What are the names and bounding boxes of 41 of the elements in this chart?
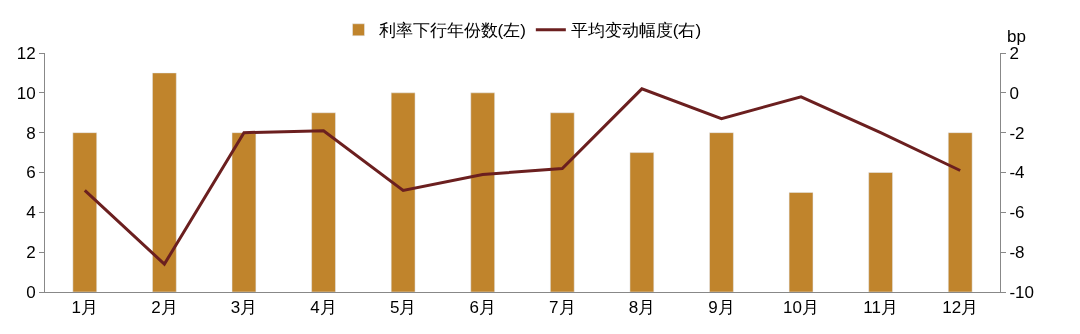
- y-tick-label: 12: [16, 43, 36, 63]
- bar: [629, 152, 655, 292]
- x-tick-label: 3月: [230, 298, 258, 318]
- bar: [311, 112, 336, 292]
- y-tick-label: 10: [16, 83, 36, 103]
- x-tick-label: 10月: [783, 298, 819, 318]
- bar: [709, 132, 734, 292]
- x-tick-label: 8月: [628, 298, 656, 318]
- legend-label: 平均变动幅度(右): [570, 21, 702, 41]
- y2-tick-label: -2: [1009, 123, 1025, 143]
- y-tick-label: 8: [26, 123, 36, 143]
- legend-label: 利率下行年份数(左): [378, 21, 526, 41]
- x-tick-label: 6月: [469, 298, 496, 318]
- y2-tick-label: -10: [1009, 282, 1034, 302]
- y-tick-label: 6: [26, 163, 36, 183]
- y2-tick-label: -4: [1009, 163, 1025, 183]
- y2-tick-label: 0: [1009, 83, 1019, 103]
- x-tick-label: 12月: [942, 298, 979, 318]
- y2-axis-title: bp: [1007, 27, 1026, 46]
- bar: [390, 92, 416, 292]
- x-tick-label: 2月: [151, 298, 178, 318]
- y2-tick-label: -8: [1009, 243, 1025, 263]
- x-tick-label: 11月: [863, 298, 898, 318]
- line-series: [83, 87, 962, 266]
- bar: [948, 132, 973, 292]
- x-tick-label: 9月: [708, 298, 735, 318]
- bar: [868, 172, 893, 292]
- bar: [470, 92, 495, 292]
- x-tick-label: 1月: [71, 298, 99, 318]
- bar: [72, 132, 97, 292]
- y-tick-label: 4: [26, 203, 36, 223]
- bar: [788, 192, 814, 292]
- x-tick-label: 5月: [389, 298, 417, 318]
- y2-tick-label: -6: [1009, 203, 1025, 223]
- y-tick-label: 0: [26, 282, 36, 302]
- bar: [231, 132, 257, 292]
- bar: [550, 112, 575, 292]
- bar: [152, 72, 177, 292]
- x-tick-label: 7月: [549, 298, 576, 318]
- y-tick-label: 2: [26, 243, 36, 263]
- x-tick-label: 4月: [310, 298, 337, 318]
